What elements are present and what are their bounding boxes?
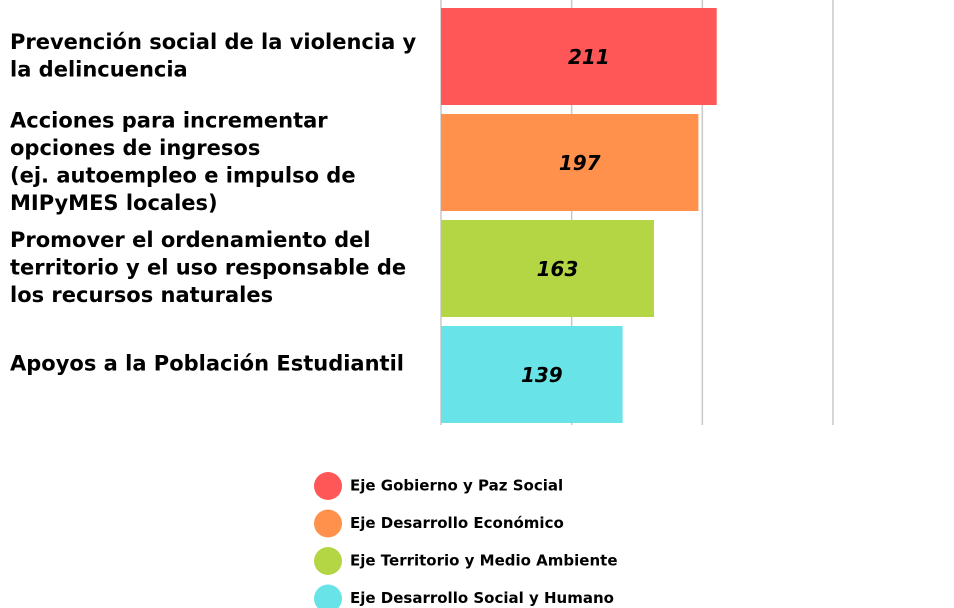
legend-swatch — [314, 472, 342, 500]
legend-label: Eje Territorio y Medio Ambiente — [350, 552, 618, 570]
category-label: la delincuencia — [10, 57, 188, 81]
bar — [441, 8, 717, 105]
bar — [441, 114, 699, 211]
category-label: MIPyMES locales) — [10, 191, 218, 215]
category-label: territorio y el uso responsable de — [10, 256, 406, 280]
legend-label: Eje Desarrollo Social y Humano — [350, 589, 614, 607]
category-label: opciones de ingresos — [10, 136, 260, 160]
value-label: 211 — [568, 45, 610, 69]
legend-swatch — [314, 547, 342, 575]
legend-swatch — [314, 584, 342, 608]
category-label: Acciones para incrementar — [10, 108, 328, 132]
legend-label: Eje Gobierno y Paz Social — [350, 477, 563, 495]
category-label: Prevención social de la violencia y — [10, 30, 417, 54]
value-label: 139 — [521, 363, 563, 387]
category-label: los recursos naturales — [10, 283, 273, 307]
value-label: 197 — [559, 151, 601, 175]
value-label: 163 — [537, 257, 579, 281]
category-label: Apoyos a la Población Estudiantil — [10, 352, 404, 376]
legend-swatch — [314, 509, 342, 538]
category-label: (ej. autoempleo e impulso de — [10, 163, 356, 187]
legend-label: Eje Desarrollo Económico — [350, 514, 564, 532]
bar — [441, 326, 623, 423]
category-label: Promover el ordenamiento del — [10, 228, 371, 252]
bar — [441, 220, 654, 317]
